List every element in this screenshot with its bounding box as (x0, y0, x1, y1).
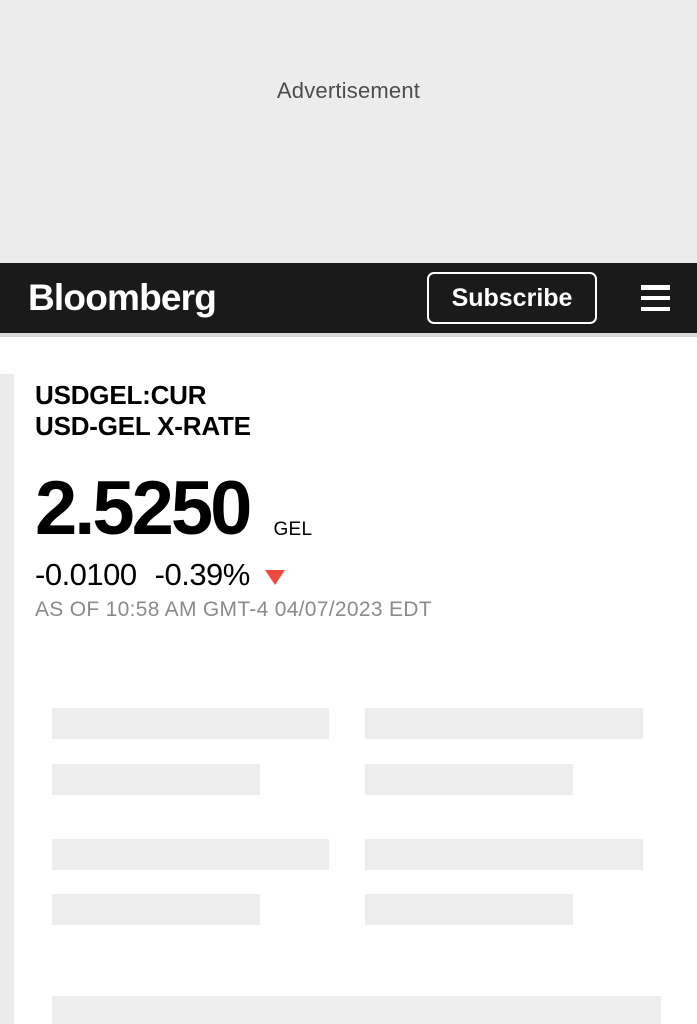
quote-name: USD-GEL X-RATE (35, 411, 251, 441)
ad-slot: Advertisement (0, 0, 697, 263)
skeleton-bar (52, 839, 329, 870)
skeleton-bar (365, 764, 573, 795)
bloomberg-logo[interactable]: Bloomberg (28, 277, 217, 318)
main-content: USDGEL:CUR USD-GEL X-RATE 2.5250 GEL -0.… (0, 337, 697, 1024)
skeleton-bar (52, 894, 260, 925)
price-value: 2.5250 (35, 466, 252, 551)
down-triangle-icon (264, 569, 285, 585)
menu-icon-bar (641, 295, 670, 301)
site-header: Bloomberg Subscribe (0, 263, 697, 337)
change-value: -0.0100 (35, 557, 137, 592)
ad-label: Advertisement (276, 78, 421, 103)
skeleton-bar (52, 708, 329, 739)
skeleton-section (52, 708, 661, 1024)
quote-ticker: USDGEL:CUR (35, 380, 207, 410)
menu-icon[interactable] (641, 285, 670, 311)
skeleton-row (52, 764, 661, 795)
skeleton-row (52, 708, 661, 739)
change-row: -0.0100 -0.39% (35, 557, 697, 593)
skeleton-bar (52, 764, 260, 795)
skeleton-bar (365, 839, 643, 870)
left-edge-placeholder (0, 374, 14, 1024)
price-currency: GEL (273, 519, 313, 540)
skeleton-row (52, 894, 661, 925)
quote-heading: USDGEL:CUR USD-GEL X-RATE (35, 380, 697, 442)
as-of-timestamp: AS OF 10:58 AM GMT-4 04/07/2023 EDT (35, 598, 432, 621)
menu-icon-bar (641, 306, 670, 311)
change-percent: -0.39% (154, 557, 251, 592)
menu-icon-bar (641, 285, 670, 290)
price-row: 2.5250 GEL (35, 471, 697, 547)
skeleton-bar (365, 894, 573, 925)
subscribe-button[interactable]: Subscribe (427, 272, 597, 324)
skeleton-bar-full (52, 996, 661, 1024)
skeleton-bar (365, 708, 643, 739)
skeleton-row (52, 839, 661, 870)
